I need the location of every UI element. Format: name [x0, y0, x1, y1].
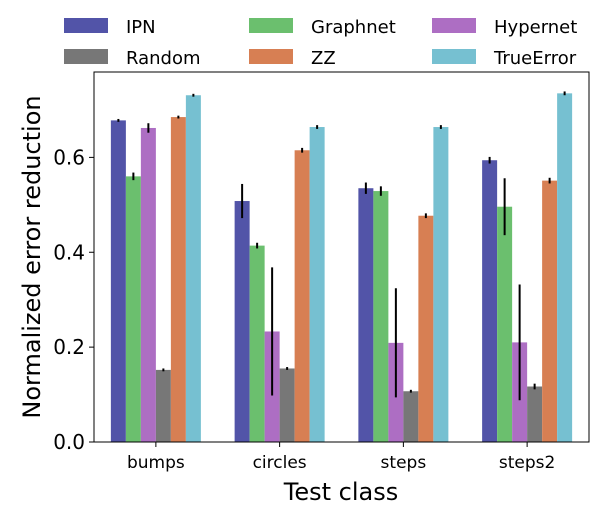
y-tick-label: 0.4	[53, 240, 85, 264]
bar-graphnet-circles	[249, 245, 265, 442]
y-tick-label: 0.2	[53, 335, 85, 359]
bar-trueerror-steps2	[557, 93, 573, 442]
bar-zz-steps2	[542, 180, 558, 442]
legend-swatch-graphnet	[249, 18, 293, 33]
bar-random-steps	[403, 391, 419, 442]
legend-label-zz: ZZ	[311, 48, 336, 69]
plot-frame	[93, 71, 590, 443]
x-tick-label: steps2	[499, 453, 555, 473]
x-tick-label: steps	[381, 453, 427, 473]
bar-graphnet-bumps	[125, 176, 141, 442]
legend-swatch-zz	[249, 49, 293, 64]
bar-ipn-steps2	[482, 160, 498, 442]
bar-trueerror-steps	[433, 127, 449, 443]
bar-zz-steps	[418, 215, 434, 442]
x-tick-label: bumps	[127, 453, 185, 473]
bar-graphnet-steps	[373, 191, 389, 442]
bar-trueerror-bumps	[185, 95, 201, 442]
bar-ipn-steps	[358, 188, 374, 442]
x-axis-label: Test class	[283, 478, 398, 506]
y-tick-label: 0.0	[53, 430, 85, 454]
legend-swatch-random	[64, 49, 108, 64]
bar-zz-bumps	[170, 117, 186, 443]
y-tick-label: 0.6	[53, 145, 85, 169]
bar-ipn-circles	[234, 201, 250, 442]
legend-label-graphnet: Graphnet	[311, 17, 396, 38]
legend-label-hypernet: Hypernet	[494, 17, 577, 38]
bars-group	[110, 93, 573, 443]
bar-random-bumps	[155, 369, 171, 442]
legend-swatch-trueerror	[432, 49, 476, 64]
bar-ipn-bumps	[110, 120, 126, 442]
legend: IPN Graphnet Hypernet Random ZZ TrueError	[64, 17, 577, 69]
bar-graphnet-steps2	[497, 206, 513, 442]
y-axis-label: Normalized error reduction	[18, 95, 46, 418]
legend-swatch-hypernet	[432, 18, 476, 33]
legend-label-ipn: IPN	[126, 17, 156, 38]
legend-label-random: Random	[126, 48, 201, 69]
bar-zz-circles	[294, 150, 310, 442]
bar-random-circles	[279, 368, 295, 442]
bar-hypernet-bumps	[140, 127, 156, 442]
bar-random-steps2	[527, 386, 543, 442]
legend-label-trueerror: TrueError	[493, 48, 577, 69]
y-axis-ticks: 0.0 0.2 0.4 0.6	[53, 145, 94, 454]
bar-trueerror-circles	[309, 127, 325, 443]
error-bars-group	[117, 91, 566, 401]
legend-swatch-ipn	[64, 18, 108, 33]
x-axis-ticks: bumps circles steps steps2	[127, 442, 555, 473]
x-tick-label: circles	[253, 453, 307, 473]
